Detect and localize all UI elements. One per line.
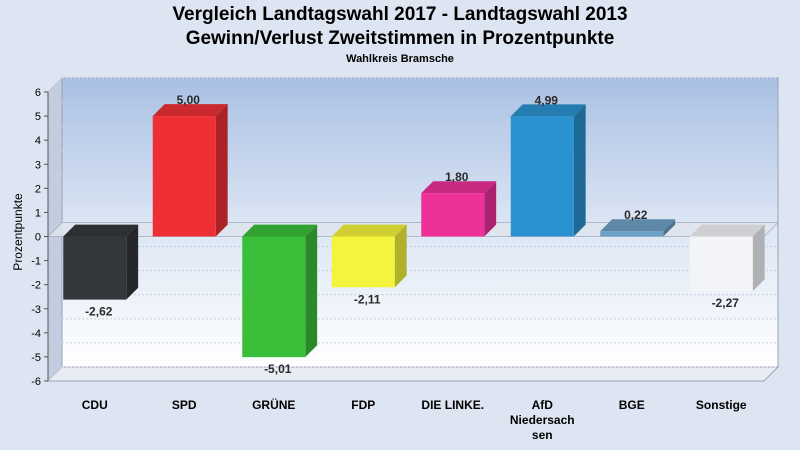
bar-top xyxy=(152,104,228,117)
x-tick-label: CDU xyxy=(82,398,108,412)
bar-cdu xyxy=(63,224,139,300)
x-tick-label: Niedersach xyxy=(510,413,575,427)
data-label: -2,62 xyxy=(85,305,113,319)
x-tick-label: AfD xyxy=(532,398,554,412)
y-tick-label: -1 xyxy=(31,256,41,268)
bar-side xyxy=(484,181,497,237)
x-tick-label: BGE xyxy=(619,398,645,412)
x-tick-label: DIE LINKE. xyxy=(421,398,484,412)
bar-side xyxy=(573,104,586,237)
bar-side xyxy=(752,224,765,292)
x-tick-label: SPD xyxy=(172,398,197,412)
bar-top xyxy=(421,181,497,194)
gridline-side xyxy=(47,173,63,189)
data-label: 0,22 xyxy=(624,208,648,222)
gridline-side xyxy=(47,246,63,261)
gridline-side xyxy=(47,270,63,286)
y-tick-label: 0 xyxy=(35,232,41,244)
bar-top xyxy=(689,224,765,237)
gridline-side xyxy=(47,198,63,213)
gridline-side xyxy=(47,149,63,165)
y-tick-label: 2 xyxy=(35,183,41,195)
bar-top xyxy=(600,219,676,232)
plot-floor xyxy=(46,366,780,382)
bar-front xyxy=(600,231,664,237)
x-tick-label: GRÜNE xyxy=(252,397,295,412)
chart-subtitle: Gewinn/Verlust Zweitstimmen in Prozentpu… xyxy=(185,28,615,49)
bar-front xyxy=(331,236,395,288)
y-tick-label: -2 xyxy=(31,280,41,292)
bar-side xyxy=(305,224,318,358)
bar-side xyxy=(215,104,228,237)
gridline-side xyxy=(47,318,63,334)
gridline-side xyxy=(47,342,63,358)
data-label: 4,99 xyxy=(535,93,559,107)
bar-front xyxy=(421,193,485,237)
y-tick-label: 6 xyxy=(35,87,41,99)
bar-top xyxy=(63,224,139,237)
data-label: -2,11 xyxy=(354,292,381,306)
bar-afd-niedersachsen xyxy=(510,104,586,237)
data-label: 1,80 xyxy=(445,170,469,184)
chart-title: Vergleich Landtagswahl 2017 - Landtagswa… xyxy=(172,4,628,25)
y-tick-label: 1 xyxy=(35,207,41,219)
data-label: -5,01 xyxy=(264,362,292,376)
y-tick-label: 3 xyxy=(35,159,41,171)
y-axis-label: Prozentpunkte xyxy=(11,193,25,271)
bar-bge xyxy=(600,219,676,237)
bar-top xyxy=(510,104,586,117)
bar-side xyxy=(394,224,407,288)
bar-side xyxy=(126,224,139,300)
y-tick-label: -3 xyxy=(31,304,41,316)
bar-top xyxy=(331,224,407,237)
x-tick-label: Sonstige xyxy=(696,398,747,412)
y-tick-label: 5 xyxy=(35,111,41,123)
bar-die-linke- xyxy=(421,181,497,237)
y-tick-label: 4 xyxy=(35,135,41,147)
bar-top xyxy=(242,224,318,237)
bar-front xyxy=(689,236,753,292)
chart-subsubtitle: Wahlkreis Bramsche xyxy=(346,53,454,65)
y-tick-label: -5 xyxy=(31,352,41,364)
bar-fdp xyxy=(331,224,407,288)
gridline-side xyxy=(47,366,63,382)
bar-grüne xyxy=(242,224,318,358)
bar-front xyxy=(510,116,574,237)
bar-side xyxy=(663,219,676,237)
bar-front xyxy=(242,236,306,358)
gridline-side xyxy=(47,294,63,310)
y-tick-label: -6 xyxy=(31,376,41,388)
gridline-side xyxy=(47,77,63,93)
data-label: 5,00 xyxy=(177,93,201,107)
x-tick-label: sen xyxy=(532,428,553,442)
gridline-side xyxy=(47,125,63,141)
bar-front xyxy=(152,116,216,237)
data-label: -2,27 xyxy=(712,296,740,310)
x-tick-label: FDP xyxy=(351,398,375,412)
bar-sonstige xyxy=(689,224,765,292)
gridline-side xyxy=(47,101,63,117)
bar-front xyxy=(63,236,127,300)
bar-spd xyxy=(152,104,228,237)
y-tick-label: -4 xyxy=(31,328,41,340)
